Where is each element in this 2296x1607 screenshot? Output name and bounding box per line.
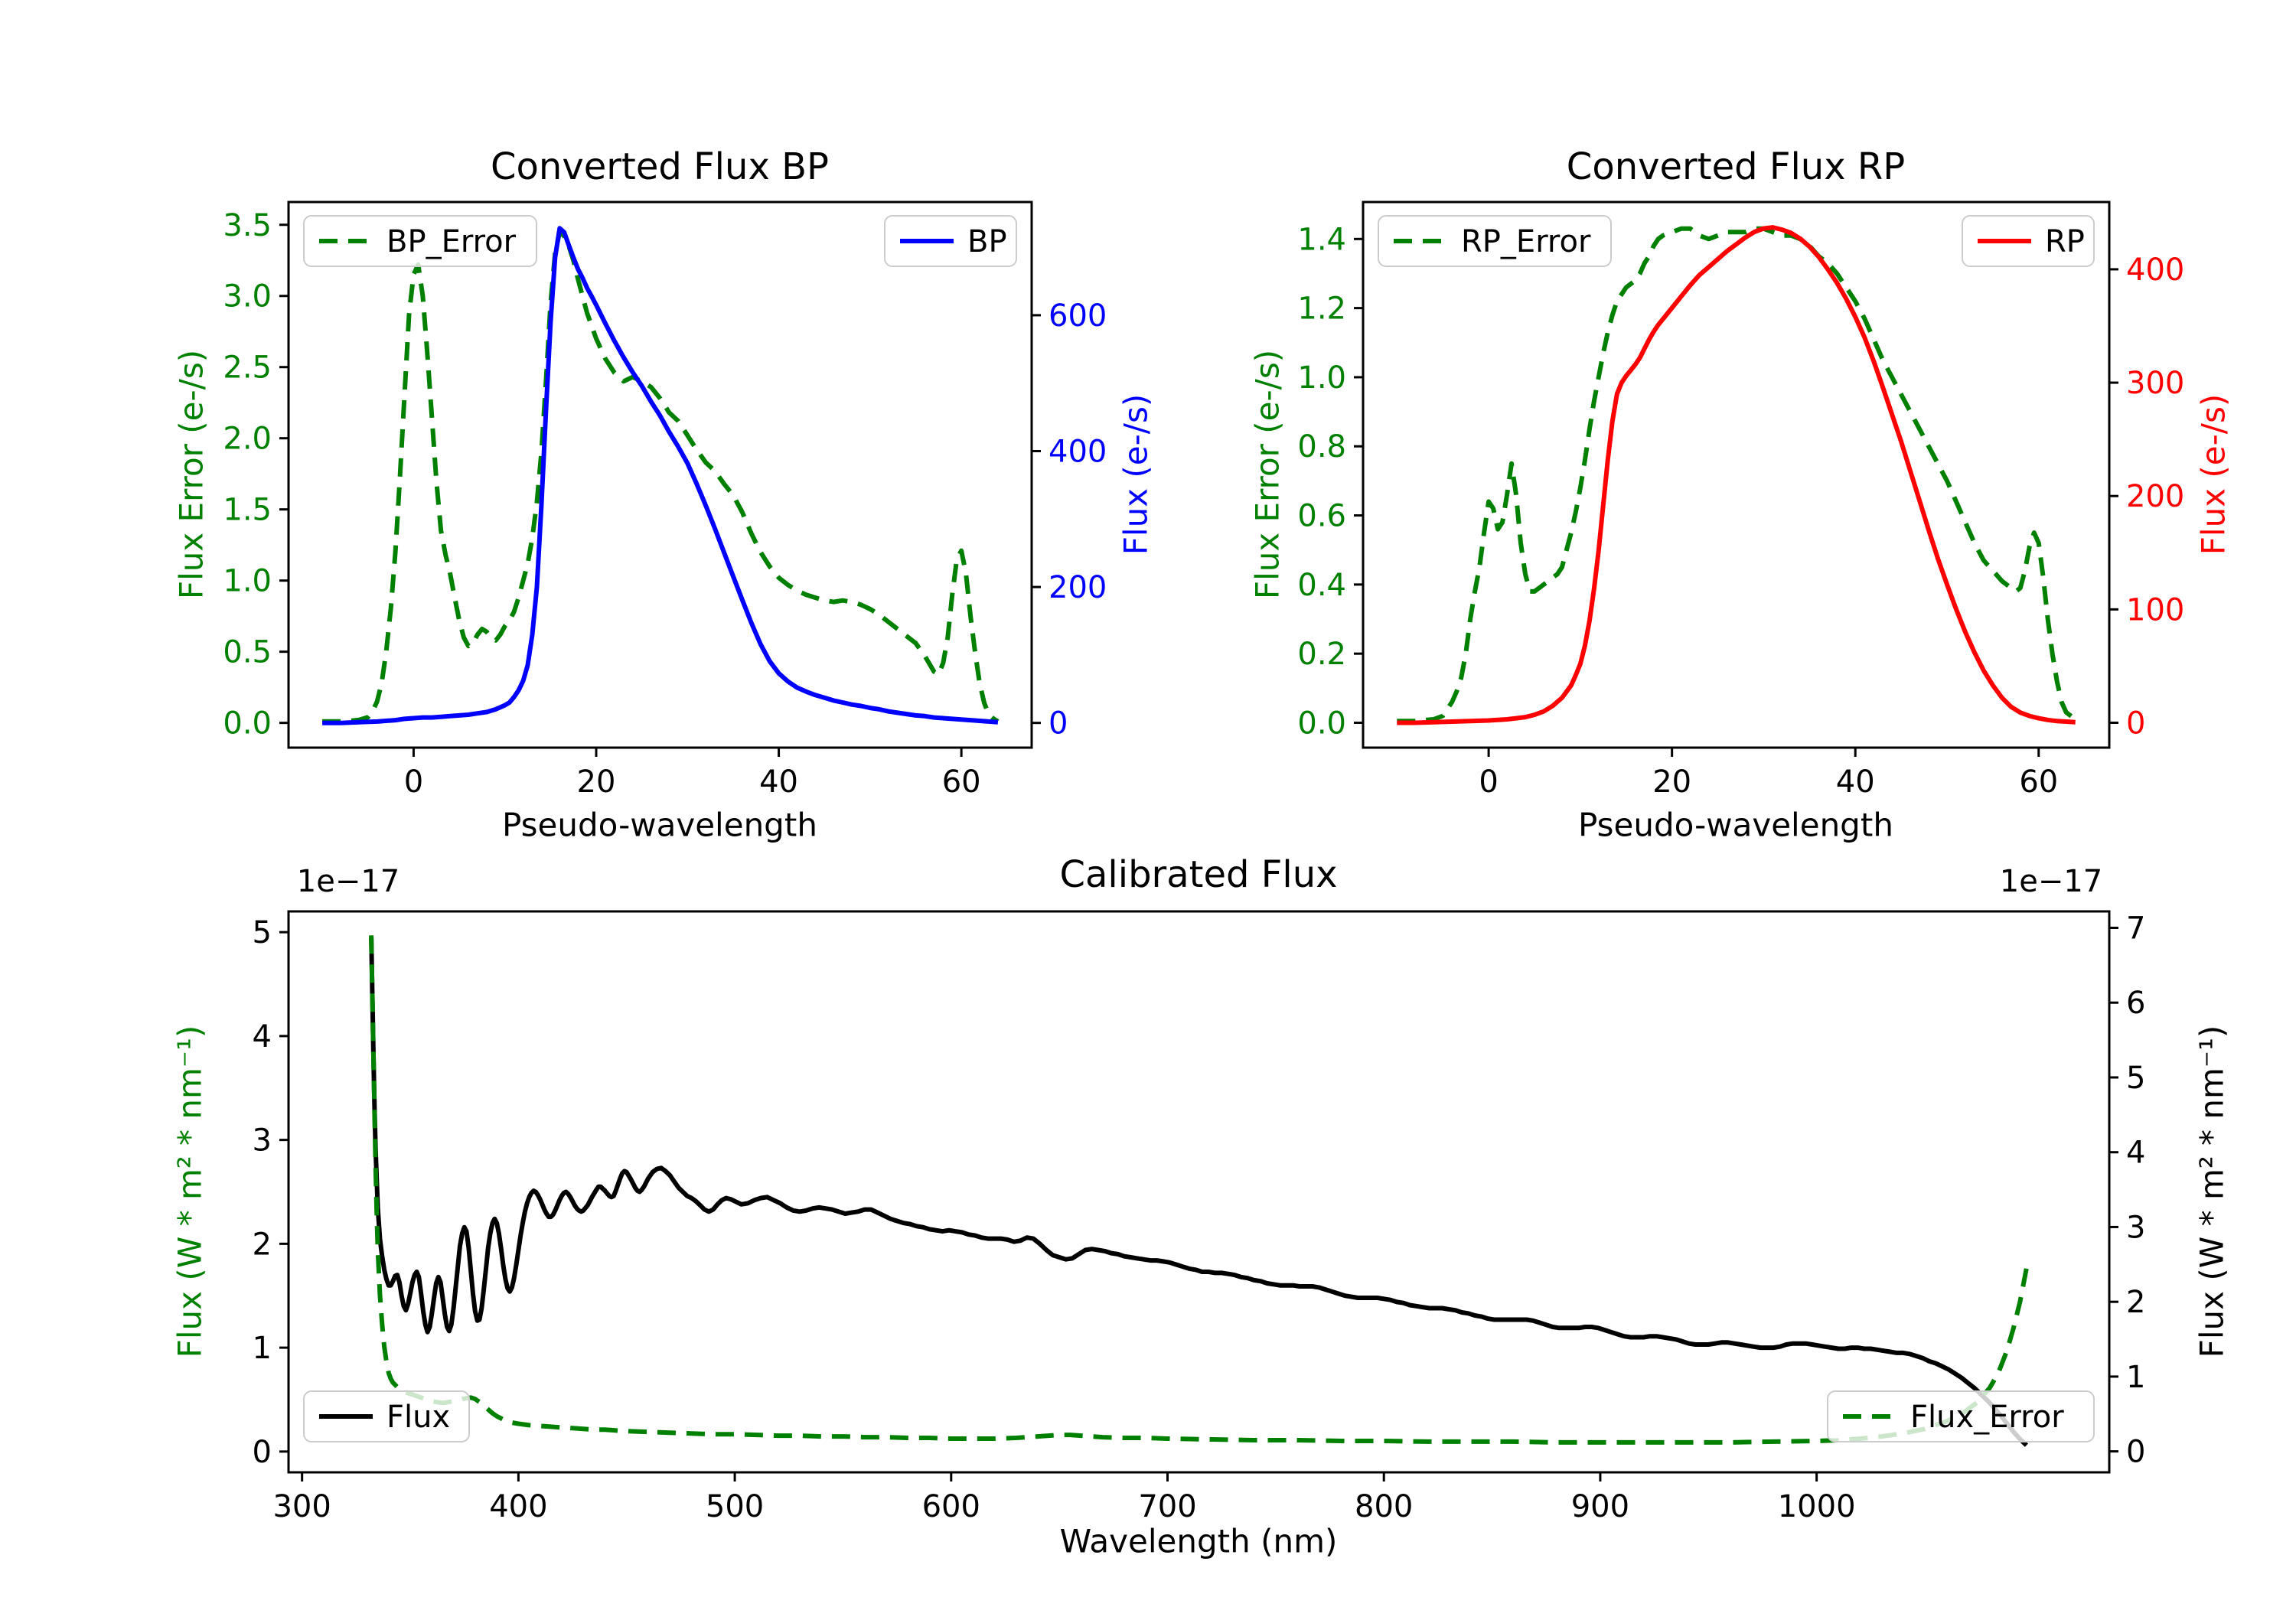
bp-legend-bp-error: BP_Error bbox=[303, 215, 537, 267]
bp-legend-bp: BP bbox=[884, 215, 1017, 267]
cal-right-offset-text: 1e−17 bbox=[1999, 864, 2103, 899]
cal-left-ytick-label: 3 bbox=[253, 1123, 272, 1159]
rp-left-ytick-label: 1.0 bbox=[1297, 360, 1346, 396]
bp-error-line bbox=[322, 230, 1000, 724]
legend-label: RP bbox=[2045, 224, 2085, 259]
rp-left-ytick-label: 1.4 bbox=[1297, 222, 1346, 257]
cal-xtick-label: 700 bbox=[1138, 1489, 1196, 1524]
bp-line bbox=[322, 226, 999, 725]
cal-xtick-label: 300 bbox=[272, 1489, 331, 1524]
legend-frame bbox=[303, 215, 537, 267]
cal-right-ytick-label: 7 bbox=[2126, 911, 2145, 947]
bp-xtick-label: 60 bbox=[942, 764, 981, 800]
legend-label: Flux_Error bbox=[1910, 1400, 2064, 1435]
rp-right-ytick-label: 0 bbox=[2126, 706, 2145, 741]
cal-plot-area: 300 400 500 600 700 800 900 1000 0 1 2 3 4 5 0 1 2 3 4 5 6 7 F… bbox=[253, 910, 2145, 1524]
cal-frame bbox=[287, 910, 2111, 1474]
rp-error-line bbox=[1397, 226, 2077, 724]
rp-left-yaxis-label: Flux Error (e-/s) bbox=[1248, 349, 1287, 600]
bp-right-ytick-label: 0 bbox=[1049, 706, 1068, 742]
legend-label: BP bbox=[967, 224, 1007, 259]
legend-label: Flux bbox=[386, 1400, 450, 1435]
rp-chart-title: Converted Flux RP bbox=[1566, 145, 1906, 188]
bp-right-ytick-label: 600 bbox=[1049, 298, 1107, 334]
cal-right-ytick-label: 3 bbox=[2126, 1210, 2145, 1245]
cal-left-yaxis-label: Flux (W * m² * nm⁻¹) bbox=[171, 1025, 209, 1358]
flux-line bbox=[369, 937, 2028, 1447]
bp-frame bbox=[287, 200, 1033, 749]
rp-left-ytick-label: 0.4 bbox=[1297, 568, 1346, 603]
rp-left-ytick-label: 0.6 bbox=[1297, 499, 1346, 534]
cal-right-ytick-label: 1 bbox=[2126, 1360, 2145, 1395]
bp-xtick-label: 20 bbox=[577, 764, 616, 800]
rp-right-ytick-label: 300 bbox=[2126, 366, 2184, 401]
cal-left-ytick-label: 2 bbox=[253, 1227, 272, 1262]
cal-right-yaxis-label: Flux (W * m² * nm⁻¹) bbox=[2193, 1025, 2231, 1358]
rp-frame bbox=[1362, 200, 2111, 749]
cal-right-ytick-label: 6 bbox=[2126, 986, 2145, 1021]
legend-label: BP_Error bbox=[386, 224, 517, 259]
rp-legend-rp: RP bbox=[1962, 215, 2095, 267]
bp-right-yaxis-label: Flux (e-/s) bbox=[1117, 393, 1155, 556]
legend-frame bbox=[1378, 215, 1612, 267]
bp-right-ytick-label: 400 bbox=[1049, 435, 1107, 470]
bp-left-ytick-label: 2.5 bbox=[223, 350, 272, 386]
cal-left-ytick-label: 4 bbox=[253, 1019, 272, 1054]
cal-chart-title: Calibrated Flux bbox=[1059, 853, 1338, 896]
legend-label: RP_Error bbox=[1461, 224, 1591, 259]
cal-xtick-label: 600 bbox=[922, 1489, 980, 1524]
rp-left-ytick-label: 0.8 bbox=[1297, 429, 1346, 464]
bp-xtick-label: 0 bbox=[404, 764, 423, 800]
rp-right-ytick-label: 100 bbox=[2126, 592, 2184, 627]
legend-frame bbox=[303, 1390, 470, 1442]
cal-xtick-label: 1000 bbox=[1778, 1489, 1856, 1524]
bp-left-ytick-label: 0.5 bbox=[223, 635, 272, 670]
cal-right-ytick-label: 4 bbox=[2126, 1136, 2145, 1171]
cal-legend-flux: Flux bbox=[303, 1390, 470, 1442]
rp-left-ytick-label: 0.0 bbox=[1297, 706, 1346, 741]
rp-left-ytick-label: 0.2 bbox=[1297, 637, 1346, 672]
rp-xtick-label: 0 bbox=[1479, 764, 1498, 800]
rp-right-ytick-label: 200 bbox=[2126, 479, 2184, 514]
rp-xaxis-label: Pseudo-wavelength bbox=[1578, 806, 1893, 844]
bp-right-ytick-label: 200 bbox=[1049, 570, 1107, 605]
rp-left-ytick-label: 1.2 bbox=[1297, 292, 1346, 327]
bp-xaxis-label: Pseudo-wavelength bbox=[502, 806, 817, 844]
cal-legend-flux-error: Flux_Error bbox=[1827, 1390, 2095, 1442]
cal-left-ytick-label: 1 bbox=[253, 1331, 272, 1366]
bp-xtick-label: 40 bbox=[759, 764, 798, 800]
rp-xtick-label: 20 bbox=[1652, 764, 1691, 800]
rp-right-yaxis-label: Flux (e-/s) bbox=[2194, 393, 2232, 556]
cal-xtick-label: 500 bbox=[706, 1489, 764, 1524]
bp-plot-area: 0 20 40 60 0.0 0.5 1.0 1.5 2.0 2.5 3.0 3.5 0 200 400 60… bbox=[223, 200, 1107, 800]
cal-left-ytick-label: 5 bbox=[253, 915, 272, 950]
cal-xtick-label: 900 bbox=[1571, 1489, 1629, 1524]
bp-chart-title: Converted Flux BP bbox=[491, 145, 829, 188]
cal-right-ytick-label: 2 bbox=[2126, 1285, 2145, 1320]
cal-left-offset-text: 1e−17 bbox=[296, 864, 400, 899]
cal-xtick-label: 800 bbox=[1355, 1489, 1413, 1524]
rp-line bbox=[1397, 225, 2076, 725]
rp-xtick-label: 40 bbox=[1836, 764, 1875, 800]
bp-left-ytick-label: 1.5 bbox=[223, 493, 272, 528]
cal-xaxis-label: Wavelength (nm) bbox=[1059, 1522, 1338, 1560]
legend-frame bbox=[1827, 1390, 2095, 1442]
bp-left-yaxis-label: Flux Error (e-/s) bbox=[172, 349, 210, 600]
cal-left-ytick-label: 0 bbox=[253, 1435, 272, 1470]
flux-error-line bbox=[369, 935, 2029, 1445]
rp-right-ytick-label: 400 bbox=[2126, 253, 2184, 288]
bp-left-ytick-label: 1.0 bbox=[223, 564, 272, 599]
bp-left-ytick-label: 0.0 bbox=[223, 706, 272, 742]
bp-left-ytick-label: 3.0 bbox=[223, 279, 272, 315]
cal-right-ytick-label: 0 bbox=[2126, 1435, 2145, 1470]
rp-xtick-label: 60 bbox=[2019, 764, 2058, 800]
cal-xtick-label: 400 bbox=[489, 1489, 547, 1524]
rp-legend-rp-error: RP_Error bbox=[1378, 215, 1612, 267]
bp-left-ytick-label: 2.0 bbox=[223, 422, 272, 457]
rp-plot-area: 0 20 40 60 0.0 0.2 0.4 0.6 0.8 1.0 1.2 1.4 0 100 200 30… bbox=[1297, 200, 2184, 800]
cal-right-ytick-label: 5 bbox=[2126, 1061, 2145, 1096]
bp-left-ytick-label: 3.5 bbox=[223, 208, 272, 243]
